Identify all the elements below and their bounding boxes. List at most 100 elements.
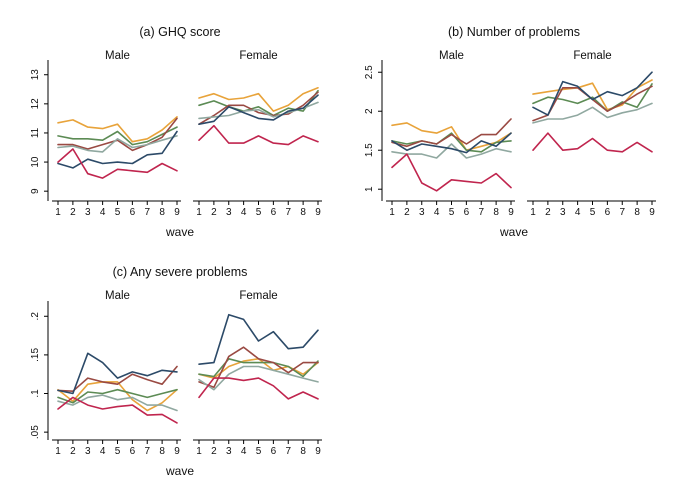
series-line-3 bbox=[57, 117, 178, 152]
x-tick-label: 8 bbox=[634, 207, 640, 218]
x-tick-label: 9 bbox=[315, 446, 321, 457]
series-line-6 bbox=[57, 396, 178, 424]
facet-female: Female 1 2 3 4 5 6 7 8 9 bbox=[193, 290, 322, 457]
series-line-6 bbox=[198, 377, 319, 400]
facet-label: Male bbox=[105, 290, 130, 302]
series-line-1 bbox=[391, 122, 512, 151]
x-tick-label: 6 bbox=[130, 207, 136, 218]
facet-label: Female bbox=[239, 290, 277, 302]
y-tick-label: .15 bbox=[30, 348, 41, 362]
series-line-4 bbox=[198, 365, 319, 391]
y-tick-label: 2.5 bbox=[364, 65, 375, 79]
chart-title: (a) GHQ score bbox=[139, 25, 220, 39]
x-tick-label: 5 bbox=[115, 207, 121, 218]
x-tick-label: 6 bbox=[464, 207, 470, 218]
x-tick-label: 8 bbox=[300, 446, 306, 457]
x-tick-label: 3 bbox=[226, 446, 232, 457]
x-axis-title: wave bbox=[165, 464, 194, 478]
x-tick-label: 7 bbox=[478, 207, 484, 218]
x-tick-label: 4 bbox=[100, 207, 106, 218]
facet-label: Male bbox=[105, 50, 130, 62]
facet-label: Female bbox=[573, 50, 611, 62]
series-line-2 bbox=[391, 132, 512, 153]
x-tick-label: 9 bbox=[508, 207, 514, 218]
x-tick-label: 8 bbox=[300, 207, 306, 218]
x-tick-label: 4 bbox=[241, 446, 247, 457]
x-tick-label: 5 bbox=[590, 207, 596, 218]
x-tick-label: 2 bbox=[211, 446, 217, 457]
series-line-6 bbox=[391, 153, 512, 192]
x-tick-label: 5 bbox=[449, 207, 455, 218]
x-tick-label: 3 bbox=[226, 207, 232, 218]
x-tick-label: 6 bbox=[271, 446, 277, 457]
series-line-5 bbox=[198, 313, 319, 366]
x-tick-label: 2 bbox=[211, 207, 217, 218]
x-tick-label: 3 bbox=[560, 207, 566, 218]
x-axis-title: wave bbox=[499, 225, 528, 239]
y-tick-label: .2 bbox=[30, 312, 41, 321]
series-line-3 bbox=[198, 346, 319, 389]
series-line-1 bbox=[57, 116, 178, 143]
series-line-6 bbox=[57, 148, 178, 179]
facet-female: Female 1 2 3 4 5 6 7 8 9 bbox=[527, 50, 656, 218]
series-line-5 bbox=[391, 132, 512, 154]
series-line-5 bbox=[57, 130, 178, 169]
x-tick-label: 6 bbox=[605, 207, 611, 218]
x-tick-label: 1 bbox=[55, 446, 61, 457]
x-tick-label: 6 bbox=[271, 207, 277, 218]
x-tick-label: 1 bbox=[196, 446, 202, 457]
x-tick-label: 6 bbox=[130, 446, 136, 457]
x-tick-label: 4 bbox=[434, 207, 440, 218]
series-line-5 bbox=[198, 94, 319, 125]
series-line-5 bbox=[57, 352, 178, 395]
x-tick-label: 8 bbox=[159, 446, 165, 457]
series-line-4 bbox=[57, 394, 178, 412]
x-tick-label: 1 bbox=[389, 207, 395, 218]
chart-title: (b) Number of problems bbox=[448, 25, 580, 39]
y-tick-label: .1 bbox=[30, 389, 41, 398]
x-tick-label: 2 bbox=[404, 207, 410, 218]
x-tick-label: 7 bbox=[619, 207, 625, 218]
x-tick-label: 7 bbox=[144, 446, 150, 457]
facet-label: Male bbox=[439, 50, 464, 62]
series-line-1 bbox=[198, 87, 319, 112]
x-tick-label: 1 bbox=[55, 207, 61, 218]
x-tick-label: 7 bbox=[285, 446, 291, 457]
series-line-2 bbox=[57, 126, 178, 146]
facet-label: Female bbox=[239, 50, 277, 62]
x-tick-label: 3 bbox=[85, 207, 91, 218]
series-line-2 bbox=[532, 83, 653, 112]
x-tick-label: 2 bbox=[545, 207, 551, 218]
x-tick-label: 4 bbox=[100, 446, 106, 457]
y-tick-label: 2 bbox=[364, 108, 375, 114]
x-tick-label: 9 bbox=[174, 446, 180, 457]
facet-male: Male 1 2 3 4 5 6 7 8 9 .05 .1 .15 .2 bbox=[30, 290, 181, 457]
series-line-5 bbox=[532, 71, 653, 116]
chart-title: (c) Any severe problems bbox=[113, 265, 248, 279]
series-line-6 bbox=[532, 132, 653, 153]
x-tick-label: 5 bbox=[115, 446, 121, 457]
x-tick-label: 7 bbox=[285, 207, 291, 218]
x-axis-title: wave bbox=[165, 225, 194, 239]
y-tick-label: 9 bbox=[30, 188, 41, 194]
y-tick-label: 10 bbox=[30, 156, 41, 168]
x-tick-label: 5 bbox=[256, 446, 262, 457]
series-line-4 bbox=[391, 143, 512, 159]
x-tick-label: 9 bbox=[649, 207, 655, 218]
x-tick-label: 9 bbox=[174, 207, 180, 218]
x-tick-label: 3 bbox=[85, 446, 91, 457]
y-tick-label: 1 bbox=[364, 186, 375, 192]
series-line-3 bbox=[391, 118, 512, 148]
x-tick-label: 7 bbox=[144, 207, 150, 218]
series-line-2 bbox=[57, 388, 178, 404]
x-tick-label: 8 bbox=[159, 207, 165, 218]
x-tick-label: 8 bbox=[493, 207, 499, 218]
x-tick-label: 2 bbox=[70, 446, 76, 457]
x-tick-label: 1 bbox=[530, 207, 536, 218]
series-line-6 bbox=[198, 124, 319, 146]
